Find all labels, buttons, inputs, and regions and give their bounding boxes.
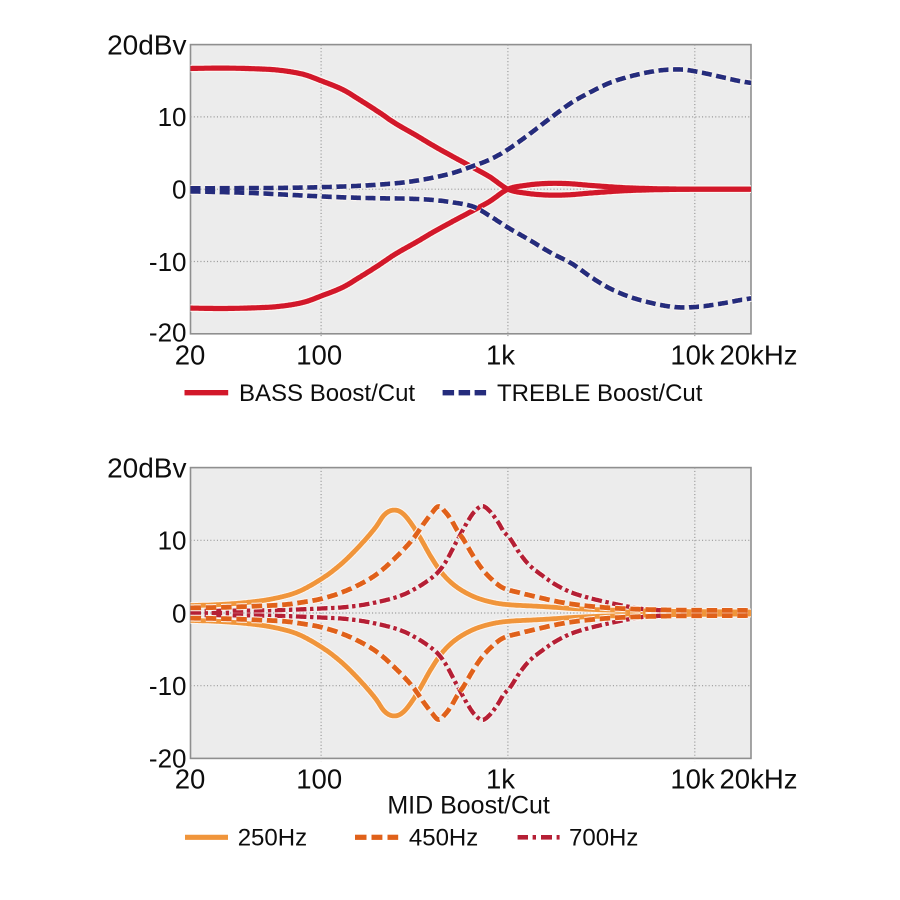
svg-text:100: 100	[296, 340, 342, 371]
svg-text:1k: 1k	[486, 764, 515, 795]
svg-text:MID Boost/Cut: MID Boost/Cut	[387, 791, 550, 819]
svg-text:-10: -10	[149, 671, 187, 701]
svg-text:10k: 10k	[670, 764, 715, 795]
svg-text:0: 0	[172, 598, 186, 628]
svg-text:-10: -10	[149, 247, 187, 277]
svg-text:100: 100	[296, 764, 342, 795]
svg-text:BASS Boost/Cut: BASS Boost/Cut	[239, 380, 415, 407]
svg-text:20: 20	[175, 764, 206, 795]
svg-text:20dBv: 20dBv	[107, 30, 186, 61]
svg-text:20dBv: 20dBv	[107, 453, 186, 484]
svg-text:20kHz: 20kHz	[720, 764, 798, 795]
svg-text:10: 10	[158, 526, 187, 556]
svg-text:20: 20	[175, 340, 206, 371]
svg-text:450Hz: 450Hz	[409, 824, 478, 851]
svg-text:-20: -20	[149, 744, 187, 774]
svg-text:1k: 1k	[486, 340, 515, 371]
svg-text:250Hz: 250Hz	[238, 824, 307, 851]
svg-text:10: 10	[158, 102, 187, 132]
svg-text:10k: 10k	[670, 340, 715, 371]
svg-text:0: 0	[172, 175, 186, 205]
svg-text:20kHz: 20kHz	[720, 340, 798, 371]
svg-text:-20: -20	[149, 318, 187, 348]
svg-text:TREBLE Boost/Cut: TREBLE Boost/Cut	[497, 380, 703, 407]
svg-text:700Hz: 700Hz	[569, 824, 638, 851]
